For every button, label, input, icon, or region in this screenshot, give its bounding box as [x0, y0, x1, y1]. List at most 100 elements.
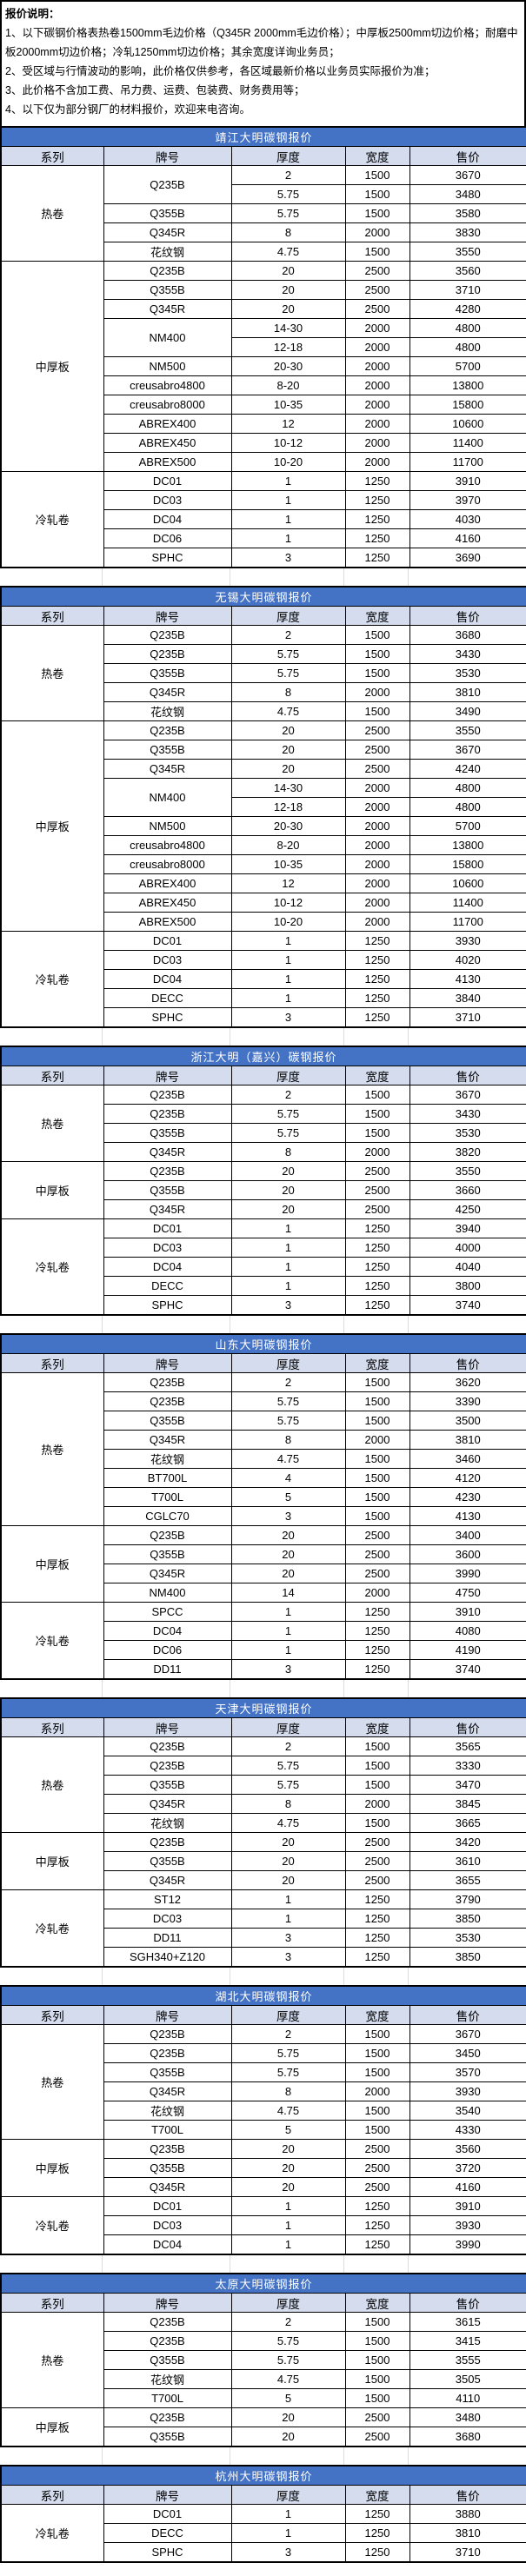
width-cell: 1500 — [344, 2331, 410, 2351]
table-gap — [0, 1316, 526, 1333]
gap-gridline-segment — [409, 568, 526, 586]
series-cell: 热卷 — [0, 625, 104, 721]
grade-cell: Q235B — [103, 1104, 232, 1124]
table-row: Q355B 20 2500 3680 — [1, 2427, 526, 2447]
width-cell: 1500 — [344, 2024, 410, 2044]
grade-cell: Q345R — [103, 1142, 232, 1162]
price-cell: 3480 — [409, 2407, 526, 2427]
gap-gridline-segment — [230, 1680, 344, 1697]
thickness-cell: 8 — [230, 1142, 346, 1162]
grade-cell: NM400 — [103, 778, 232, 817]
column-header: 售价 — [409, 146, 526, 166]
grade-cell: DC06 — [103, 528, 232, 548]
price-cell: 13800 — [409, 375, 526, 395]
table-gap — [0, 2255, 526, 2273]
grade-cell: DC04 — [103, 2234, 232, 2255]
price-cell: 3790 — [409, 1889, 526, 1909]
table-row: ABREX400 12 2000 10600 — [1, 873, 526, 893]
price-table: 太原大明碳钢报价 系列 牌号 厚度 宽度 售价 热卷 Q235B 2 1500 3615 Q235B 5… — [0, 2273, 526, 2447]
width-cell: 1250 — [344, 548, 410, 568]
width-cell: 1250 — [344, 509, 410, 529]
column-header: 牌号 — [103, 1066, 232, 1086]
notes-lines: 1、以下碳钢价格表热卷1500mm毛边价格（Q345R 2000mm毛边价格）；… — [5, 23, 519, 119]
price-cell: 3500 — [409, 1411, 526, 1431]
price-cell: 4190 — [409, 1640, 526, 1660]
price-cell: 3580 — [409, 203, 526, 223]
price-cell: 3565 — [409, 1736, 526, 1756]
price-cell: 5700 — [409, 356, 526, 376]
gap-gridline-segment — [344, 1968, 409, 1985]
grade-cell: Q355B — [103, 280, 232, 300]
thickness-cell: 3 — [230, 1007, 346, 1028]
note-line: 1、以下碳钢价格表热卷1500mm毛边价格（Q345R 2000mm毛边价格）；… — [5, 27, 518, 58]
gap-gridline-segment — [344, 2447, 409, 2465]
price-cell: 4040 — [409, 1257, 526, 1277]
price-cell: 3415 — [409, 2331, 526, 2351]
thickness-cell: 1 — [230, 2196, 346, 2216]
table-row: 中厚板 Q235B 20 2500 3560 — [0, 261, 526, 472]
table-row: 热卷 Q235B 2 1500 3670 — [0, 2024, 526, 2140]
table-row: ABREX500 10-20 2000 11700 — [1, 912, 526, 932]
price-table: 靖江大明碳钢报价 系列 牌号 厚度 宽度 售价 热卷 Q235B 2 1500 3670 5.75 15… — [0, 126, 526, 568]
table-row: NM400 14 2000 4750 — [1, 1583, 526, 1603]
thickness-cell: 10-35 — [230, 395, 346, 415]
price-cell: 4080 — [409, 1621, 526, 1641]
price-cell: 3970 — [409, 490, 526, 510]
table-gap — [0, 568, 526, 586]
thickness-cell: 2 — [230, 2312, 346, 2332]
thickness-cell: 10-20 — [230, 452, 346, 472]
gap-gridline-segment — [409, 1968, 526, 1985]
series-cell: 中厚板 — [0, 720, 104, 932]
column-header: 牌号 — [103, 146, 232, 166]
grade-cell: Q345R — [103, 1430, 232, 1450]
grade-cell: ABREX450 — [103, 433, 232, 453]
width-cell: 2500 — [344, 1832, 410, 1852]
grade-cell: DC03 — [103, 1238, 232, 1258]
width-cell: 2000 — [344, 854, 410, 874]
thickness-cell: 20 — [230, 2177, 346, 2197]
grade-cell: NM400 — [103, 318, 232, 357]
thickness-cell: 20-30 — [230, 816, 346, 836]
price-cell: 3670 — [409, 1085, 526, 1105]
price-cell: 15800 — [409, 854, 526, 874]
thickness-cell: 14-30 — [230, 778, 346, 798]
thickness-cell: 4.75 — [230, 1813, 346, 1833]
thickness-cell: 20 — [230, 759, 346, 779]
width-cell: 1250 — [344, 2215, 410, 2235]
table-row: ABREX450 10-12 2000 11400 — [1, 433, 526, 453]
price-cell: 3710 — [409, 2542, 526, 2563]
width-cell: 1250 — [344, 1659, 410, 1680]
series-cell: 中厚板 — [0, 261, 104, 472]
column-header: 售价 — [409, 2293, 526, 2313]
thickness-cell: 8-20 — [230, 375, 346, 395]
column-header: 系列 — [0, 1717, 104, 1737]
thickness-cell: 2 — [230, 2024, 346, 2044]
table-row: 冷轧卷 SPCC 1 1250 3910 — [0, 1602, 526, 1680]
series-cell: 冷轧卷 — [0, 2504, 104, 2563]
width-cell: 2500 — [344, 1544, 410, 1564]
width-cell: 2000 — [344, 1430, 410, 1450]
grade-cell: Q235B — [103, 2331, 232, 2351]
column-header: 售价 — [409, 2485, 526, 2505]
width-cell: 2000 — [344, 778, 410, 798]
table-row: Q345R 20 2500 4240 — [1, 759, 526, 779]
table-row: DECC 1 1250 3840 — [1, 988, 526, 1008]
width-cell: 1250 — [344, 1007, 410, 1028]
thickness-cell: 8 — [230, 222, 346, 242]
width-cell: 2500 — [344, 261, 410, 281]
thickness-cell: 20 — [230, 720, 346, 740]
thickness-cell: 3 — [230, 1928, 346, 1948]
grade-cell: NM500 — [103, 816, 232, 836]
grade-cell: Q235B — [103, 644, 232, 664]
thickness-cell: 3 — [230, 548, 346, 568]
price-cell: 10600 — [409, 873, 526, 893]
table-row: 冷轧卷 DC01 1 1250 3880 — [0, 2504, 526, 2563]
grade-cell: DC01 — [103, 2504, 232, 2524]
gap-gridline-segment — [344, 568, 409, 586]
thickness-cell: 5 — [230, 2388, 346, 2408]
price-table: 无锡大明碳钢报价 系列 牌号 厚度 宽度 售价 热卷 Q235B 2 1500 3680 Q235B 5… — [0, 586, 526, 1028]
width-cell: 2000 — [344, 356, 410, 376]
table-gap — [0, 1680, 526, 1697]
thickness-cell: 1 — [230, 950, 346, 970]
gap-gridline-segment — [0, 2255, 103, 2273]
